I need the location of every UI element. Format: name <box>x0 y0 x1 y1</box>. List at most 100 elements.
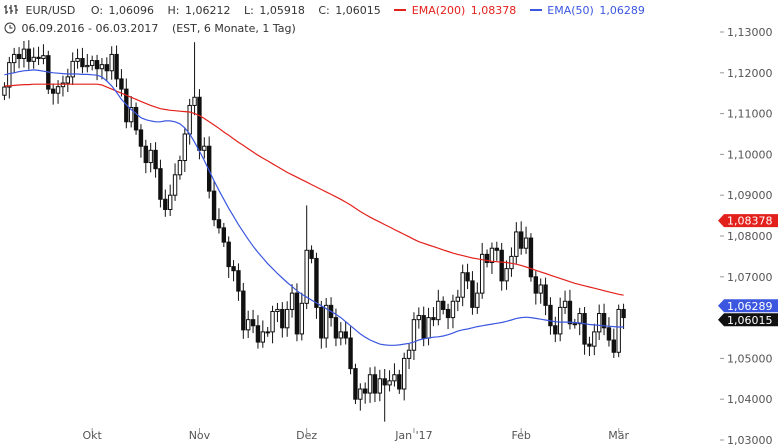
y-tick-label: 1,08000 <box>727 230 773 243</box>
candle-body <box>431 317 436 321</box>
candle-body <box>284 308 290 329</box>
candle-body <box>367 374 373 394</box>
y-tick-label: 1,04000 <box>727 393 773 406</box>
candle-body <box>7 62 12 88</box>
candle-body <box>221 227 227 243</box>
candle-body <box>163 198 168 210</box>
ohlc-low-label: L: <box>244 4 254 17</box>
candle-body <box>50 88 56 94</box>
clock-icon <box>4 22 20 35</box>
symbol: EUR/USD <box>25 4 76 17</box>
candle-body <box>621 308 626 319</box>
candle-body <box>606 327 612 341</box>
candle-body <box>333 317 339 339</box>
candle-body <box>114 53 119 80</box>
ema200-line <box>4 83 624 296</box>
candle-body <box>514 231 519 257</box>
candle-body <box>314 257 319 308</box>
candle-body <box>450 300 456 319</box>
y-tick-label: 1,11000 <box>727 108 773 121</box>
date-range: 06.09.2016 - 06.03.2017 <box>21 22 159 35</box>
ohlc-high-label: H: <box>167 4 180 17</box>
candle-body <box>484 253 490 264</box>
candle-body <box>406 349 412 359</box>
candle-body <box>211 190 217 221</box>
candle-body <box>31 56 36 62</box>
candle-body <box>226 241 231 268</box>
candle-body <box>55 86 61 94</box>
candle-body <box>323 304 329 339</box>
candle-body <box>280 308 285 329</box>
candle-body <box>231 266 236 272</box>
candle-body <box>275 308 280 312</box>
ema50-legend-swatch <box>529 9 542 11</box>
x-tick-label: Jan '17 <box>394 429 432 442</box>
candle-body <box>455 296 461 302</box>
candle-body <box>260 331 266 343</box>
candle-body <box>138 129 144 147</box>
candle-body <box>294 292 300 335</box>
candle-body <box>460 272 465 298</box>
y-tick-label: 1,07000 <box>727 271 773 284</box>
candle-body <box>167 194 173 210</box>
ema200-legend-label: EMA(200) <box>411 4 466 17</box>
chart-header: EUR/USD O: 1,06096 H: 1,06212 L: 1,05918… <box>4 4 647 17</box>
x-tick-label: Okt <box>83 429 103 442</box>
bars-icon <box>4 4 24 17</box>
candle-body <box>387 380 392 386</box>
candle-body <box>592 331 597 347</box>
x-tick-label: Dez <box>296 429 317 442</box>
candle-body <box>440 300 446 310</box>
candle-body <box>426 317 431 339</box>
ema200-badge <box>718 214 778 228</box>
candle-body <box>94 60 100 70</box>
candle-body <box>250 319 256 327</box>
candle-body <box>411 319 417 351</box>
candle-body <box>397 374 402 390</box>
candle-body <box>319 306 324 339</box>
candle-body <box>616 308 621 353</box>
candle-body <box>289 292 295 310</box>
close-badge-label: 1,06015 <box>727 314 773 327</box>
ema50-line <box>4 69 624 346</box>
ohlc-close-value: 1,06015 <box>335 4 381 17</box>
candle-body <box>343 331 348 339</box>
candle-body <box>143 145 149 164</box>
candle-body <box>11 53 17 64</box>
candle-body <box>60 82 66 88</box>
candle-body <box>479 253 485 294</box>
candle-body <box>172 174 178 196</box>
candle-body <box>192 96 197 106</box>
candle-body <box>241 290 246 331</box>
candle-body <box>533 276 539 294</box>
ema50-badge-label: 1,06289 <box>727 300 773 313</box>
candle-body <box>158 168 163 200</box>
ema50-legend-value: 1,06289 <box>599 4 645 17</box>
y-tick-label: 1,12000 <box>727 67 773 80</box>
candle-body <box>236 270 241 292</box>
candle-body <box>202 145 207 151</box>
candle-body <box>2 86 7 96</box>
y-tick-label: 1,09000 <box>727 189 773 202</box>
ema200-legend-value: 1,08378 <box>470 4 517 17</box>
candle-body <box>41 55 46 60</box>
candle-body <box>567 300 573 325</box>
candle-body <box>26 48 32 62</box>
candle-body <box>338 331 344 339</box>
candle-body <box>436 300 441 321</box>
candle-body <box>445 308 451 319</box>
candle-body <box>601 313 607 329</box>
ohlc-open-value: 1,06096 <box>108 4 155 17</box>
candle-body <box>611 339 617 353</box>
candle-body <box>153 149 158 170</box>
x-tick-label: Feb <box>511 429 530 442</box>
candle-body <box>582 313 587 345</box>
candle-body <box>36 56 41 60</box>
candle-body <box>557 306 563 335</box>
candle-body <box>304 249 309 304</box>
x-tick-label: Nov <box>189 429 211 442</box>
candle-body <box>128 106 134 123</box>
ema200-badge-label: 1,08378 <box>727 215 773 228</box>
candle-body <box>577 313 582 325</box>
